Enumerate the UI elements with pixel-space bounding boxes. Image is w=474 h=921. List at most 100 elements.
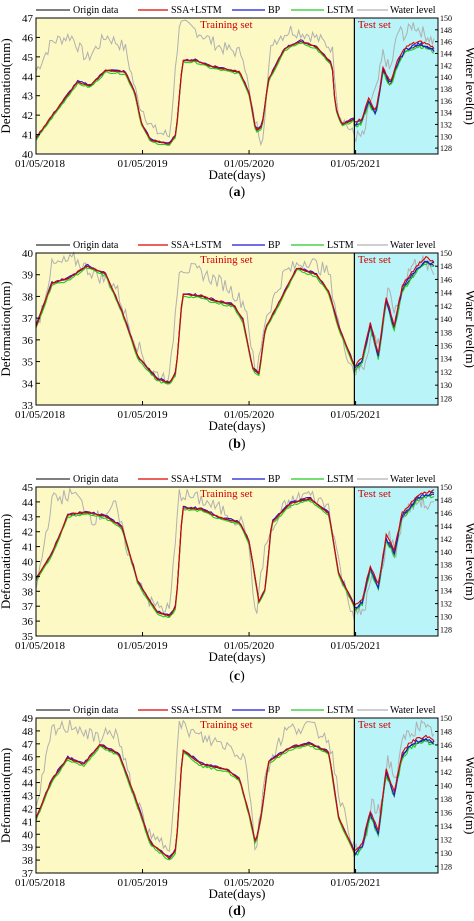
y2-tick-label: 150 [440,249,452,258]
y2-tick-label: 144 [440,754,452,763]
legend-label-ssa-lstm: SSA+LSTM [171,474,222,485]
y2-tick-label: 136 [440,97,452,106]
y-tick-label: 39 [22,842,34,854]
y2-tick-label: 150 [440,14,452,23]
y2-tick-label: 140 [440,73,452,82]
y2-axis-label: Water level(m) [463,290,474,368]
series-ssa-lstm [35,40,435,145]
panel-caption: (a) [229,185,246,200]
training-set-label: Training set [200,719,252,731]
y-tick-label: 40 [22,149,34,161]
x-tick-label: 01/05/2021 [331,877,381,889]
y2-tick-label: 144 [440,49,452,58]
chart-panel-c: 35 36 37 38 39 40 41 42 43 44 45 128 130 132 134 136 138… [0,474,474,684]
x-tick-label: 01/05/2018 [15,640,66,652]
chart-panel-b: 33 34 35 36 37 38 39 40 128 130 132 134 136 138 140 142… [0,240,474,452]
x-tick-label: 01/05/2018 [15,877,66,889]
y-tick-label: 44 [22,71,34,83]
test-region [354,253,438,405]
chart-panel-a: 40 41 42 43 44 45 46 47 128 130 132 134 136 138 140 142… [0,5,474,200]
legend-label-ssa-lstm: SSA+LSTM [171,240,222,251]
y2-tick-label: 146 [440,38,452,47]
legend-label-origin: Origin data [73,5,119,16]
legend-label-bp: BP [268,474,281,485]
x-tick-label: 01/05/2021 [331,640,381,652]
x-tick-label: 01/05/2021 [331,409,381,421]
y2-tick-label: 134 [440,822,452,831]
legend-label-ssa-lstm: SSA+LSTM [171,5,222,16]
x-axis-label: Date(days) [208,649,265,664]
legend-label-water: Water level [390,5,436,16]
legend-label-bp: BP [268,705,281,716]
y2-tick-label: 130 [440,613,452,622]
legend-label-bp: BP [268,5,281,16]
test-region [354,487,438,636]
legend-label-ssa-lstm: SSA+LSTM [171,705,222,716]
y2-tick-label: 128 [440,626,452,635]
y2-tick-label: 130 [440,132,452,141]
y-tick-label: 39 [22,270,34,282]
y-tick-label: 42 [22,110,33,122]
x-tick-label: 01/05/2021 [331,158,381,170]
y2-tick-label: 128 [440,394,452,403]
y2-tick-label: 148 [440,727,452,736]
legend-label-origin: Origin data [73,474,119,485]
x-tick-label: 01/05/2018 [15,409,66,421]
series-ssa-lstm [35,489,435,617]
x-axis-label: Date(days) [208,167,265,182]
y2-tick-label: 134 [440,109,452,118]
y-tick-label: 38 [22,291,34,303]
y-tick-label: 41 [22,542,33,554]
x-tick-label: 01/05/2019 [117,640,168,652]
y-tick-label: 42 [22,527,33,539]
panel-caption: (c) [229,669,245,684]
x-tick-label: 01/05/2020 [224,409,275,421]
legend-label-lstm: LSTM [327,240,354,251]
y2-tick-label: 138 [440,561,452,570]
y-tick-label: 36 [22,335,34,347]
y-axis-label: Deformation(mm) [0,514,13,609]
y2-tick-label: 148 [440,496,452,505]
y2-tick-label: 140 [440,781,452,790]
y2-tick-label: 132 [440,368,452,377]
legend-label-water: Water level [390,705,436,716]
y-tick-label: 40 [22,248,34,260]
y2-tick-label: 140 [440,315,452,324]
y2-tick-label: 144 [440,522,452,531]
training-set-label: Training set [200,19,252,31]
training-set-label: Training set [200,488,252,500]
series-lstm [35,494,435,618]
test-set-label: Test set [358,254,391,266]
training-region [36,718,355,873]
test-set-label: Test set [358,19,391,31]
y-tick-label: 40 [22,557,34,569]
y2-tick-label: 134 [440,355,452,364]
plot-frame [35,17,439,155]
y2-tick-label: 136 [440,808,452,817]
x-tick-label: 01/05/2020 [224,158,275,170]
y-axis-label: Deformation(mm) [0,748,13,843]
y2-tick-label: 138 [440,795,452,804]
y-tick-label: 40 [22,829,34,841]
y2-tick-label: 128 [440,144,452,153]
y2-tick-label: 146 [440,509,452,518]
legend-label-lstm: LSTM [327,474,354,485]
y2-tick-label: 132 [440,600,452,609]
y2-tick-label: 142 [440,535,452,544]
y2-tick-label: 142 [440,61,452,70]
x-tick-label: 01/05/2019 [117,158,168,170]
y2-tick-label: 138 [440,85,452,94]
y-tick-label: 49 [22,713,34,725]
y-tick-label: 47 [22,13,34,25]
y-tick-label: 35 [22,357,34,369]
y2-tick-label: 148 [440,262,452,271]
y-tick-label: 38 [22,855,34,867]
y2-tick-label: 136 [440,342,452,351]
y2-tick-label: 132 [440,835,452,844]
x-tick-label: 01/05/2020 [224,640,275,652]
y-tick-label: 39 [22,571,34,583]
y-tick-label: 37 [22,313,34,325]
